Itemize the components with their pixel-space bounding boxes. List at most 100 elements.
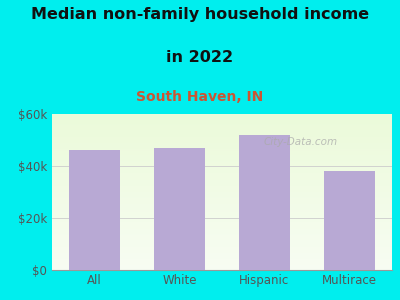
Bar: [52, 134, 392, 135]
Bar: [52, 150, 392, 151]
Bar: [52, 252, 392, 253]
Bar: [52, 242, 392, 243]
Bar: [52, 258, 392, 259]
Bar: [52, 245, 392, 246]
Bar: [52, 205, 392, 206]
Bar: [52, 114, 392, 115]
Bar: [52, 123, 392, 124]
Bar: [52, 147, 392, 148]
Bar: [52, 261, 392, 262]
Bar: [52, 178, 392, 179]
Bar: [52, 128, 392, 129]
Bar: [52, 115, 392, 116]
Text: in 2022: in 2022: [166, 50, 234, 64]
Bar: [52, 201, 392, 202]
Bar: [52, 233, 392, 234]
Bar: [52, 241, 392, 242]
Bar: [52, 154, 392, 155]
Bar: [52, 169, 392, 170]
Bar: [52, 124, 392, 125]
Bar: [52, 231, 392, 232]
Bar: [52, 120, 392, 121]
Bar: [52, 163, 392, 164]
Bar: [52, 184, 392, 185]
Bar: [52, 146, 392, 147]
Bar: [52, 121, 392, 122]
Bar: [52, 183, 392, 184]
Bar: [52, 232, 392, 233]
Bar: [52, 164, 392, 165]
Bar: [52, 226, 392, 227]
Bar: [52, 116, 392, 117]
Bar: [52, 260, 392, 261]
Bar: [52, 217, 392, 218]
Bar: [52, 139, 392, 140]
Bar: [52, 190, 392, 191]
Bar: [52, 206, 392, 207]
Bar: [52, 211, 392, 212]
Bar: [52, 167, 392, 168]
Bar: [52, 194, 392, 195]
Bar: [52, 259, 392, 260]
Bar: [52, 192, 392, 193]
Bar: [52, 210, 392, 211]
Bar: [324, 171, 375, 270]
Bar: [52, 195, 392, 196]
Bar: [52, 239, 392, 240]
Bar: [52, 153, 392, 154]
Bar: [52, 182, 392, 183]
Bar: [52, 185, 392, 186]
Bar: [52, 127, 392, 128]
Bar: [52, 251, 392, 252]
Bar: [52, 119, 392, 120]
Bar: [52, 216, 392, 217]
Text: South Haven, IN: South Haven, IN: [136, 90, 264, 104]
Bar: [154, 148, 205, 270]
Bar: [52, 265, 392, 266]
Bar: [52, 138, 392, 139]
Bar: [52, 223, 392, 224]
Bar: [52, 256, 392, 257]
Bar: [52, 212, 392, 213]
Bar: [52, 162, 392, 163]
Bar: [52, 222, 392, 223]
Bar: [52, 180, 392, 181]
Bar: [52, 249, 392, 250]
Bar: [52, 240, 392, 241]
Bar: [52, 262, 392, 263]
Bar: [52, 181, 392, 182]
Bar: [52, 229, 392, 230]
Bar: [52, 199, 392, 200]
Bar: [52, 246, 392, 247]
Bar: [52, 136, 392, 137]
Bar: [52, 159, 392, 160]
Bar: [52, 169, 392, 170]
Bar: [52, 186, 392, 187]
Bar: [52, 207, 392, 208]
Bar: [52, 135, 392, 136]
Bar: [52, 155, 392, 156]
Bar: [52, 143, 392, 144]
Bar: [52, 172, 392, 173]
Bar: [52, 248, 392, 249]
Bar: [52, 170, 392, 171]
Bar: [52, 204, 392, 205]
Bar: [52, 215, 392, 216]
Bar: [52, 174, 392, 175]
Bar: [52, 125, 392, 126]
Bar: [52, 158, 392, 159]
Bar: [52, 151, 392, 152]
Bar: [52, 225, 392, 226]
Bar: [52, 141, 392, 142]
Bar: [52, 244, 392, 245]
Bar: [52, 191, 392, 192]
Bar: [52, 171, 392, 172]
Bar: [52, 161, 392, 162]
Text: City-Data.com: City-Data.com: [263, 137, 337, 147]
Bar: [52, 179, 392, 180]
Bar: [52, 176, 392, 177]
Bar: [52, 234, 392, 235]
Bar: [52, 177, 392, 178]
Bar: [52, 227, 392, 228]
Bar: [52, 126, 392, 127]
